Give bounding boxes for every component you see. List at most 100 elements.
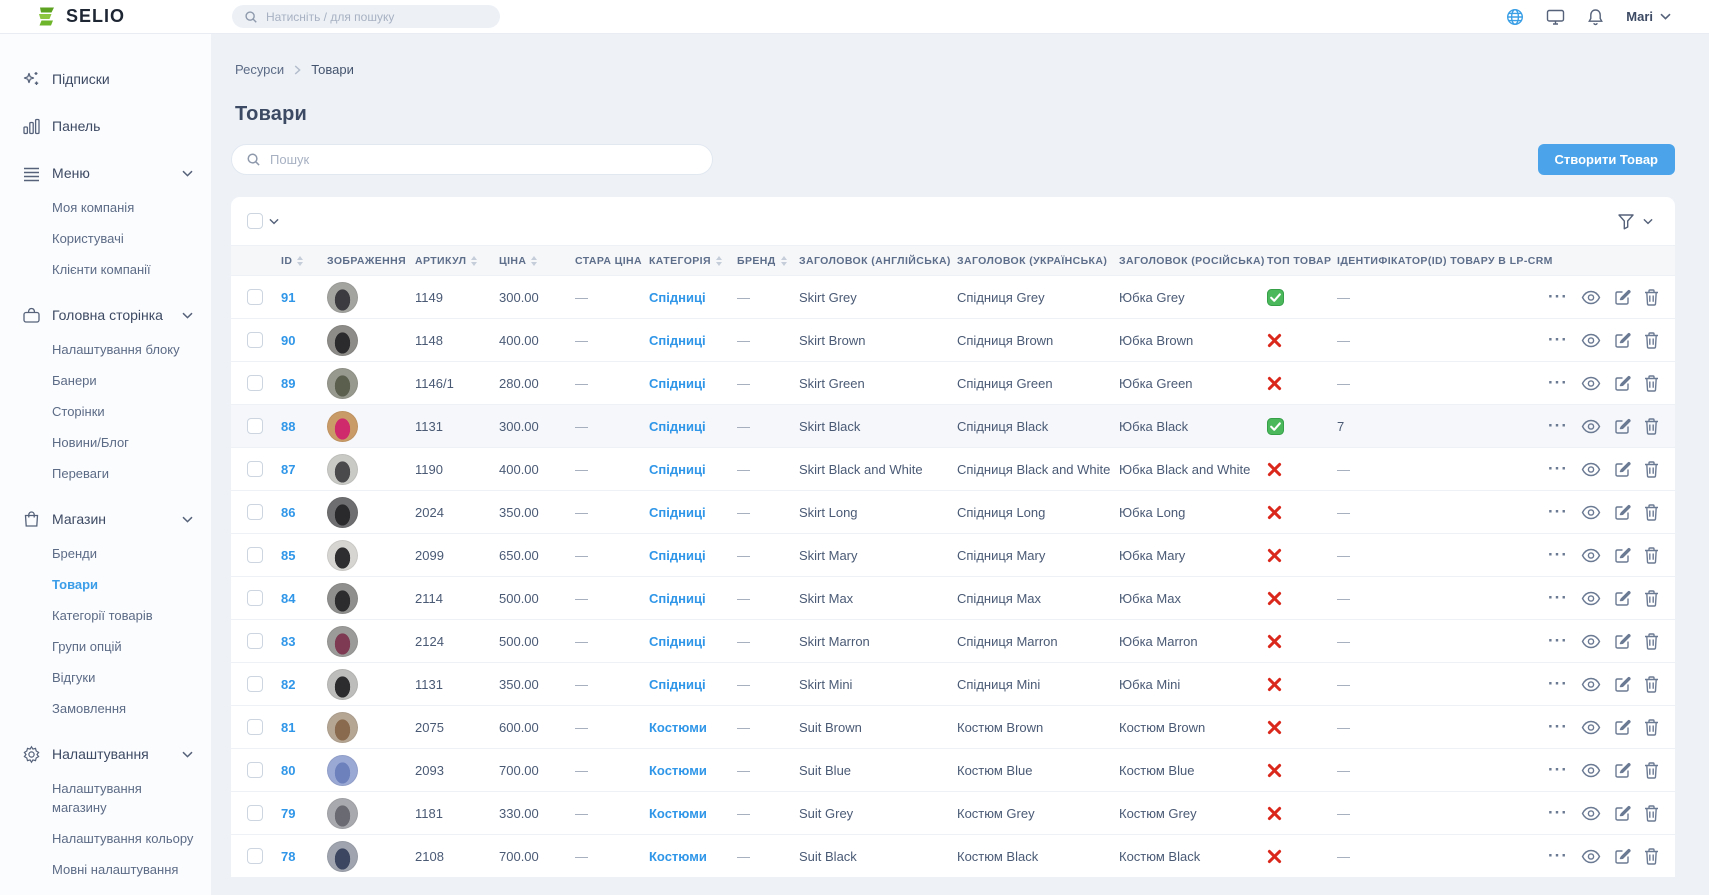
edit-icon[interactable] [1614, 633, 1631, 650]
edit-icon[interactable] [1614, 762, 1631, 779]
trash-icon[interactable] [1644, 589, 1659, 607]
row-checkbox[interactable] [247, 418, 263, 434]
more-icon[interactable]: ··· [1548, 545, 1568, 564]
chevron-down-icon[interactable] [269, 218, 279, 225]
edit-icon[interactable] [1614, 590, 1631, 607]
sort-arrows-icon[interactable] [297, 255, 304, 266]
product-category-link[interactable]: Спідниці [649, 547, 706, 563]
row-checkbox[interactable] [247, 375, 263, 391]
more-icon[interactable]: ··· [1548, 416, 1568, 435]
sidebar-subitem[interactable]: Групи опцій [52, 639, 122, 654]
column-header[interactable]: ЦІНА [499, 255, 575, 267]
more-icon[interactable]: ··· [1548, 846, 1568, 865]
column-header[interactable]: ID [281, 255, 327, 267]
eye-icon[interactable] [1581, 462, 1601, 477]
more-icon[interactable]: ··· [1548, 803, 1568, 822]
sidebar-subitem[interactable]: Новини/Блог [52, 435, 129, 450]
product-thumbnail[interactable] [327, 668, 358, 700]
product-thumbnail[interactable] [327, 754, 358, 786]
product-id-link[interactable]: 85 [281, 547, 296, 563]
trash-icon[interactable] [1644, 503, 1659, 521]
product-category-link[interactable]: Спідниці [649, 332, 706, 348]
sidebar-subitem[interactable]: Користувачі [52, 231, 124, 246]
more-icon[interactable]: ··· [1548, 588, 1568, 607]
more-icon[interactable]: ··· [1548, 631, 1568, 650]
sidebar-subitem[interactable]: Налаштування магазину [52, 781, 142, 815]
filter-menu[interactable] [1617, 213, 1653, 230]
trash-icon[interactable] [1644, 546, 1659, 564]
sidebar-subitem[interactable]: Категорії товарів [52, 608, 153, 623]
trash-icon[interactable] [1644, 288, 1659, 306]
eye-icon[interactable] [1581, 720, 1601, 735]
product-id-link[interactable]: 80 [281, 762, 296, 778]
product-thumbnail[interactable] [327, 367, 358, 399]
select-all-checkbox[interactable] [247, 213, 263, 229]
trash-icon[interactable] [1644, 374, 1659, 392]
create-product-button[interactable]: Створити Товар [1537, 144, 1675, 175]
row-checkbox[interactable] [247, 762, 263, 778]
product-category-link[interactable]: Костюми [649, 719, 707, 735]
row-checkbox[interactable] [247, 633, 263, 649]
edit-icon[interactable] [1614, 418, 1631, 435]
product-category-link[interactable]: Спідниці [649, 504, 706, 520]
edit-icon[interactable] [1614, 375, 1631, 392]
trash-icon[interactable] [1644, 718, 1659, 736]
sidebar-subitem[interactable]: Відгуки [52, 670, 96, 685]
global-search[interactable] [232, 5, 500, 28]
eye-icon[interactable] [1581, 763, 1601, 778]
more-icon[interactable]: ··· [1548, 502, 1568, 521]
eye-icon[interactable] [1581, 376, 1601, 391]
edit-icon[interactable] [1614, 332, 1631, 349]
eye-icon[interactable] [1581, 290, 1601, 305]
product-id-link[interactable]: 78 [281, 848, 296, 864]
sidebar-subitem[interactable]: Клієнти компанії [52, 262, 151, 277]
sidebar-subitem[interactable]: Мовні налаштування [52, 862, 179, 877]
sidebar-subitem[interactable]: Банери [52, 373, 97, 388]
product-category-link[interactable]: Костюми [649, 848, 707, 864]
edit-icon[interactable] [1614, 461, 1631, 478]
sidebar-item-settings[interactable]: Налаштування [0, 737, 211, 771]
product-id-link[interactable]: 91 [281, 289, 296, 305]
column-header[interactable]: БРЕНД [737, 255, 799, 267]
user-menu[interactable]: Mari [1626, 9, 1671, 24]
breadcrumb-item-resources[interactable]: Ресурси [235, 62, 285, 77]
sidebar-item-dashboard[interactable]: Панель [0, 109, 211, 143]
sidebar-subitem[interactable]: Сторінки [52, 404, 105, 419]
trash-icon[interactable] [1644, 761, 1659, 779]
product-id-link[interactable]: 82 [281, 676, 296, 692]
product-thumbnail[interactable] [327, 496, 358, 528]
row-checkbox[interactable] [247, 332, 263, 348]
product-thumbnail[interactable] [327, 281, 358, 313]
sidebar-subitem[interactable]: Налаштування блоку [52, 342, 180, 357]
product-id-link[interactable]: 89 [281, 375, 296, 391]
sort-arrows-icon[interactable] [715, 255, 722, 266]
eye-icon[interactable] [1581, 806, 1601, 821]
more-icon[interactable]: ··· [1548, 287, 1568, 306]
edit-icon[interactable] [1614, 676, 1631, 693]
sidebar-subitem[interactable]: Товари [52, 577, 99, 592]
edit-icon[interactable] [1614, 848, 1631, 865]
more-icon[interactable]: ··· [1548, 674, 1568, 693]
product-thumbnail[interactable] [327, 797, 358, 829]
eye-icon[interactable] [1581, 548, 1601, 563]
product-thumbnail[interactable] [327, 625, 358, 657]
trash-icon[interactable] [1644, 417, 1659, 435]
trash-icon[interactable] [1644, 632, 1659, 650]
sidebar-subitem[interactable]: Переваги [52, 466, 110, 481]
sidebar-item-shop[interactable]: Магазин [0, 502, 211, 536]
row-checkbox[interactable] [247, 289, 263, 305]
product-id-link[interactable]: 87 [281, 461, 296, 477]
sidebar-item-subscriptions[interactable]: Підписки [0, 62, 211, 96]
edit-icon[interactable] [1614, 719, 1631, 736]
edit-icon[interactable] [1614, 547, 1631, 564]
product-category-link[interactable]: Костюми [649, 762, 707, 778]
product-thumbnail[interactable] [327, 711, 358, 743]
eye-icon[interactable] [1581, 591, 1601, 606]
product-thumbnail[interactable] [327, 324, 358, 356]
sidebar-subitem[interactable]: Бренди [52, 546, 98, 561]
eye-icon[interactable] [1581, 419, 1601, 434]
more-icon[interactable]: ··· [1548, 459, 1568, 478]
trash-icon[interactable] [1644, 675, 1659, 693]
product-id-link[interactable]: 86 [281, 504, 296, 520]
products-search[interactable] [231, 144, 713, 175]
